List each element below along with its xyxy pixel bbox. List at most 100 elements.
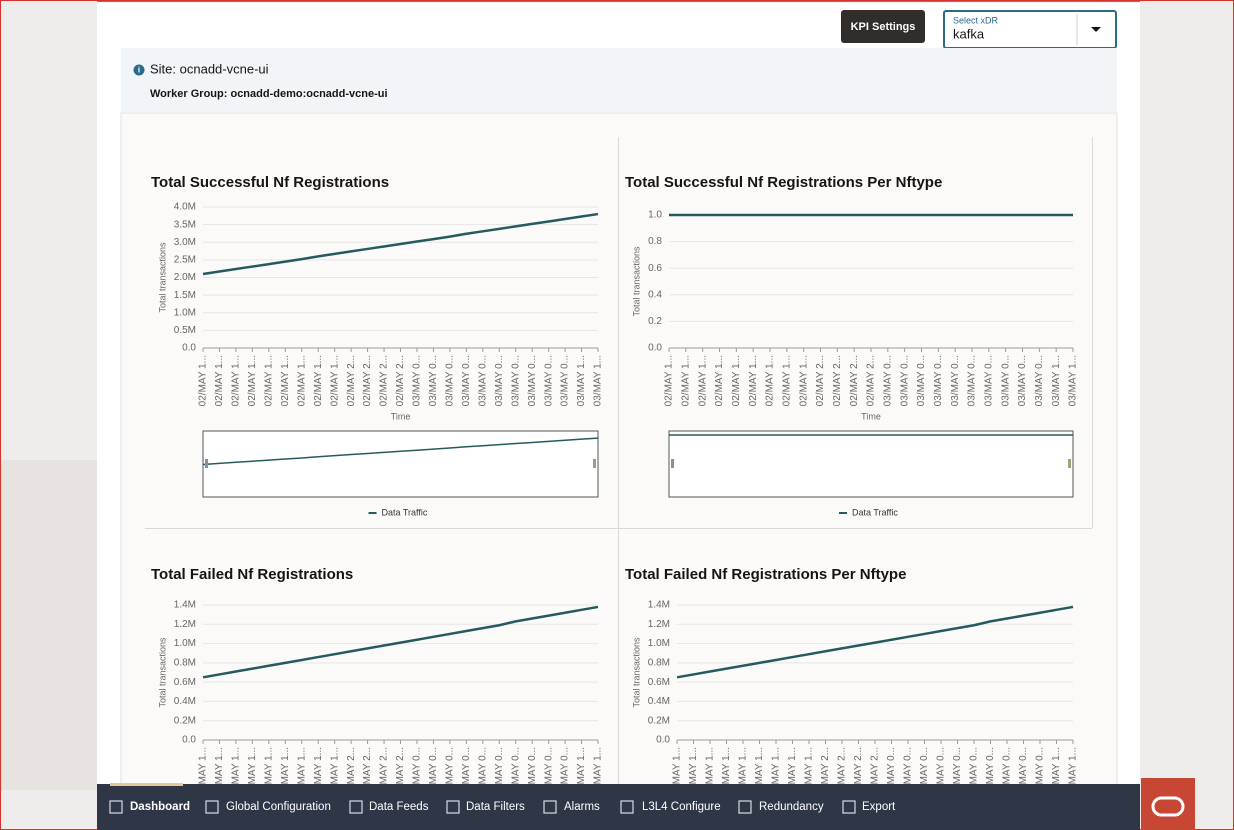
x-tick-label: MAY 0... [985, 747, 996, 784]
x-tick-label: 02/MAY 1... [214, 355, 225, 406]
x-tick-label: MAY 0... [461, 747, 472, 784]
x-tick-label: 03/MAY 0... [967, 355, 978, 406]
x-axis-title: Time [861, 411, 881, 421]
x-tick-label: 03/MAY 0... [412, 355, 423, 406]
x-tick-label: 03/MAY 0... [916, 355, 927, 406]
chart-title: Total Successful Nf Registrations [151, 174, 389, 191]
nav-item[interactable]: L3L4 Configure [642, 801, 721, 813]
x-tick-label: MAY 2... [362, 747, 373, 784]
x-tick-label: MAY 1... [804, 747, 815, 784]
oracle-logo-mark [1151, 796, 1185, 817]
x-tick-label: MAY 0... [494, 747, 505, 784]
y-tick-label: 0.0 [182, 343, 196, 354]
nav-item[interactable]: Data Filters [466, 801, 525, 813]
x-tick-label: 02/MAY 1... [231, 355, 242, 406]
x-tick-label: MAY 1... [1051, 747, 1062, 784]
legend-label: Data Traffic [852, 507, 898, 517]
y-tick-label: 1.2M [648, 619, 670, 630]
select-value[interactable]: kafka [953, 26, 985, 41]
y-tick-label: 0.2M [648, 715, 670, 726]
worker-group: Worker Group: ocnadd-demo:ocnadd-vcne-ui [150, 88, 388, 100]
select-caret[interactable] [1091, 27, 1101, 32]
y-tick-label: 3.0M [174, 237, 196, 248]
y-tick-label: 0.5M [174, 325, 196, 336]
nav-icon[interactable] [349, 800, 363, 814]
x-tick-label: 02/MAY 1... [280, 355, 291, 406]
x-tick-label: MAY 0... [560, 747, 571, 784]
y-tick-label: 0.4 [648, 289, 662, 300]
nav-item[interactable]: Export [862, 801, 896, 813]
x-tick-label: 03/MAY 0... [494, 355, 505, 406]
x-tick-label: MAY 1... [705, 747, 716, 784]
x-tick-label: 03/MAY 0... [445, 355, 456, 406]
x-tick-label: MAY 1... [263, 747, 274, 784]
x-tick-label: MAY 0... [936, 747, 947, 784]
y-tick-label: 0.0 [182, 735, 196, 746]
x-tick-label: MAY 0... [1002, 747, 1013, 784]
y-tick-label: 0.6M [174, 677, 196, 688]
x-tick-label: 02/MAY 1... [296, 355, 307, 406]
y-tick-label: 0.2M [174, 715, 196, 726]
y-tick-label: 1.5M [174, 290, 196, 301]
x-tick-label: 02/MAY 1... [765, 355, 776, 406]
kpi-button[interactable] [841, 10, 925, 43]
nav-icon[interactable] [842, 800, 856, 814]
x-tick-label: MAY 2... [853, 747, 864, 784]
x-tick-label: 02/MAY 2... [362, 355, 373, 406]
nav-item[interactable]: Dashboard [130, 801, 190, 813]
x-tick-label: MAY 1... [1068, 747, 1079, 784]
x-tick-label: 03/MAY 0... [899, 355, 910, 406]
x-tick-label: 03/MAY 0... [461, 355, 472, 406]
x-tick-label: 02/MAY 1... [798, 355, 809, 406]
x-tick-label: MAY 0... [412, 747, 423, 784]
x-tick-label: MAY 1... [280, 747, 291, 784]
overview-box [668, 430, 1074, 498]
pattern [0, 460, 97, 790]
x-tick-label: MAY 0... [886, 747, 897, 784]
overview-handle [671, 459, 674, 468]
x-tick-label: MAY 0... [428, 747, 439, 784]
y-tick-label: 1.0M [174, 638, 196, 649]
nav-item[interactable]: Global Configuration [226, 801, 331, 813]
nav-item[interactable]: Redundancy [759, 801, 824, 813]
x-tick-label: MAY 0... [445, 747, 456, 784]
nav-icon[interactable] [109, 800, 123, 814]
x-tick-label: MAY 1... [771, 747, 782, 784]
x-tick-label: 02/MAY 1... [748, 355, 759, 406]
x-axis-title: Time [391, 411, 411, 421]
x-tick-label: 02/MAY 1... [697, 355, 708, 406]
x-tick-label: MAY 0... [919, 747, 930, 784]
x-tick-label: 02/MAY 1... [329, 355, 340, 406]
x-tick-label: 02/MAY 1... [714, 355, 725, 406]
x-tick-label: 03/MAY 0... [882, 355, 893, 406]
nav-icon[interactable] [620, 800, 634, 814]
x-tick-label: 03/MAY 0... [1017, 355, 1028, 406]
x-tick-label: 02/MAY 1... [263, 355, 274, 406]
nav-item[interactable]: Alarms [564, 801, 600, 813]
overview-line [202, 437, 599, 466]
x-tick-label: 02/MAY 1... [781, 355, 792, 406]
x-tick-label: 02/MAY 1... [680, 355, 691, 406]
site: Site: ocnadd-vcne-ui [150, 61, 269, 76]
charts: Total Successful Nf Registrations Total t… [151, 174, 1079, 784]
y-axis-title: Total transactions [157, 242, 167, 313]
y-tick-label: 0.4M [174, 696, 196, 707]
x-tick-label: 02/MAY 1... [731, 355, 742, 406]
x-tick-label: MAY 0... [510, 747, 521, 784]
y-tick-label: 0.0 [656, 735, 670, 746]
nav-icon[interactable] [543, 800, 557, 814]
nav-item[interactable]: Data Feeds [369, 801, 429, 813]
kpi-button-label[interactable]: KPI Settings [851, 21, 916, 33]
x-tick-label: MAY 1... [754, 747, 765, 784]
nav-icon[interactable] [446, 800, 460, 814]
nav-icon[interactable] [738, 800, 752, 814]
x-tick-label: MAY 2... [870, 747, 881, 784]
x-tick-label: 02/MAY 1... [664, 355, 675, 406]
nav-icon[interactable] [205, 800, 219, 814]
x-tick-label: MAY 1... [198, 747, 209, 784]
x-tick-label: 02/MAY 2... [815, 355, 826, 406]
x-tick-label: MAY 1... [738, 747, 749, 784]
oracle-logo[interactable] [1141, 778, 1195, 830]
x-tick-label: 02/MAY 1... [247, 355, 258, 406]
